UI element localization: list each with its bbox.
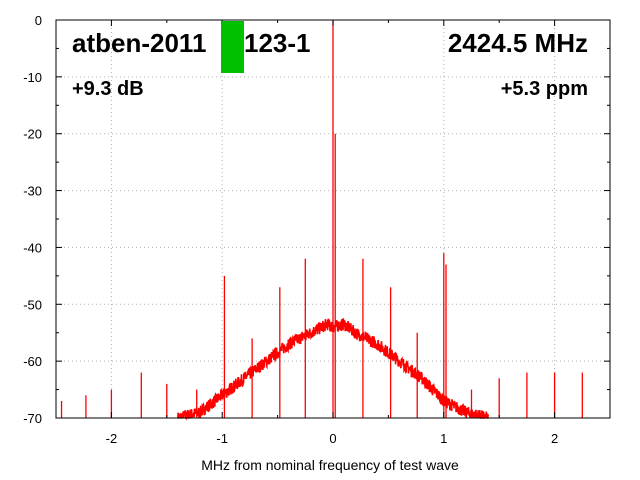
x-tick-label: -2 (106, 431, 118, 446)
y-tick-label: -50 (23, 297, 42, 312)
y-tick-label: -20 (23, 127, 42, 142)
level-label: +9.3 dB (72, 78, 144, 100)
spectrum-series (60, 20, 583, 421)
y-tick-label: -70 (23, 411, 42, 426)
y-tick-label: -10 (23, 70, 42, 85)
y-tick-label: 0 (35, 13, 42, 28)
x-tick-label: 1 (440, 431, 447, 446)
y-tick-label: -60 (23, 354, 42, 369)
x-axis-label: MHz from nominal frequency of test wave (201, 457, 459, 473)
device-suffix: 123-1 (244, 28, 311, 58)
offset-label: +5.3 ppm (501, 78, 588, 100)
y-axis: 0 -10 -20 -30 -40 -50 -60 -70 (23, 13, 610, 426)
y-tick-label: -40 (23, 240, 42, 255)
y-tick-label: -30 (23, 184, 42, 199)
device-name: atben-2011 (72, 28, 206, 58)
x-tick-label: 0 (329, 431, 336, 446)
frequency-label: 2424.5 MHz (448, 28, 588, 58)
green-marker (221, 21, 244, 73)
x-tick-label: -1 (216, 431, 228, 446)
x-tick-label: 2 (551, 431, 558, 446)
